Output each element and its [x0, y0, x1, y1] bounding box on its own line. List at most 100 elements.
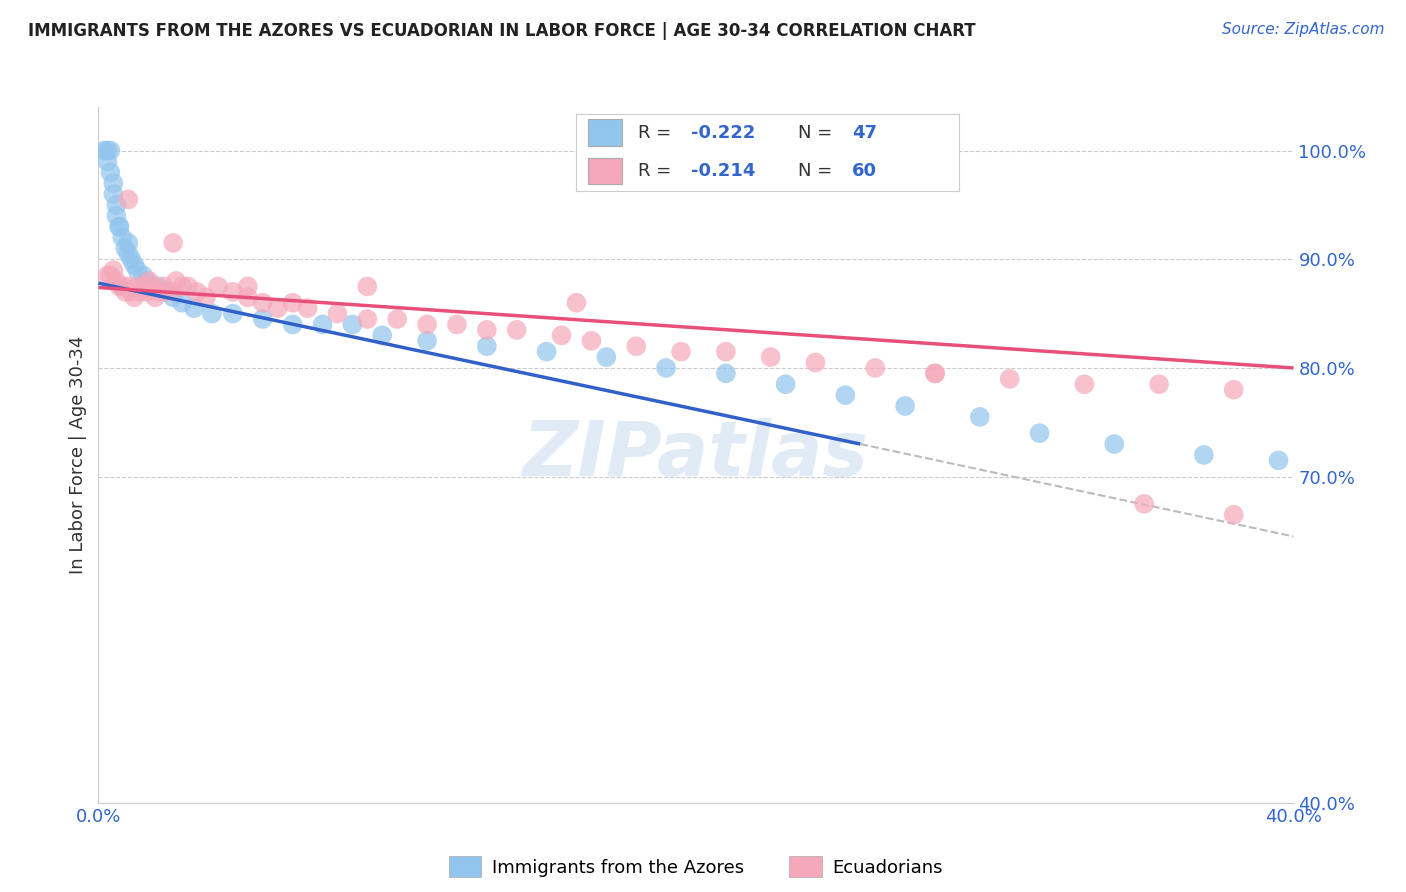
Point	[865, 361, 887, 376]
Point	[124, 258, 146, 272]
Point	[153, 279, 176, 293]
Point	[222, 285, 245, 299]
Point	[969, 409, 991, 424]
Point	[475, 323, 498, 337]
Point	[475, 339, 498, 353]
Point	[117, 247, 139, 261]
Point	[98, 165, 122, 179]
Point	[108, 219, 131, 234]
Point	[132, 279, 155, 293]
Point	[506, 323, 529, 337]
Point	[416, 318, 439, 332]
Point	[117, 235, 139, 250]
Point	[252, 312, 274, 326]
Point	[894, 399, 917, 413]
Point	[267, 301, 290, 315]
Point	[194, 290, 218, 304]
Point	[714, 344, 737, 359]
Point	[135, 285, 157, 299]
Point	[804, 355, 827, 369]
Text: -0.214: -0.214	[692, 162, 755, 180]
Text: N =: N =	[799, 162, 838, 180]
Point	[148, 285, 170, 299]
Text: R =: R =	[638, 162, 676, 180]
Point	[326, 307, 349, 321]
Point	[96, 154, 118, 169]
Point	[207, 279, 229, 293]
Point	[281, 318, 304, 332]
Text: Source: ZipAtlas.com: Source: ZipAtlas.com	[1222, 22, 1385, 37]
Point	[162, 290, 184, 304]
Point	[356, 279, 378, 293]
Point	[111, 230, 134, 244]
Point	[775, 377, 797, 392]
Text: N =: N =	[799, 124, 838, 142]
Point	[595, 350, 617, 364]
Point	[172, 279, 194, 293]
Legend: Immigrants from the Azores, Ecuadorians: Immigrants from the Azores, Ecuadorians	[441, 849, 950, 884]
Point	[93, 144, 115, 158]
Point	[127, 279, 149, 293]
Point	[924, 367, 946, 381]
Point	[222, 307, 245, 321]
Point	[297, 301, 319, 315]
Text: 60: 60	[852, 162, 877, 180]
Point	[96, 144, 118, 158]
Point	[141, 279, 163, 293]
Point	[536, 344, 558, 359]
Point	[385, 312, 409, 326]
Point	[117, 279, 139, 293]
Point	[165, 274, 187, 288]
Point	[565, 295, 588, 310]
Point	[998, 372, 1021, 386]
Point	[446, 318, 468, 332]
Point	[550, 328, 572, 343]
Point	[371, 328, 394, 343]
Point	[201, 307, 224, 321]
Point	[138, 274, 160, 288]
Point	[114, 285, 136, 299]
Text: R =: R =	[638, 124, 676, 142]
FancyBboxPatch shape	[588, 120, 623, 146]
Point	[311, 318, 333, 332]
Point	[114, 241, 136, 255]
Point	[624, 339, 647, 353]
Text: -0.222: -0.222	[692, 124, 755, 142]
Point	[132, 268, 155, 283]
Point	[103, 176, 125, 190]
Point	[236, 279, 259, 293]
Point	[127, 263, 149, 277]
Point	[141, 279, 163, 293]
Point	[236, 290, 259, 304]
FancyBboxPatch shape	[588, 158, 623, 185]
Point	[1147, 377, 1170, 392]
Point	[1267, 453, 1289, 467]
Point	[153, 285, 176, 299]
Text: IMMIGRANTS FROM THE AZORES VS ECUADORIAN IN LABOR FORCE | AGE 30-34 CORRELATION : IMMIGRANTS FROM THE AZORES VS ECUADORIAN…	[28, 22, 976, 40]
Point	[129, 285, 152, 299]
Point	[105, 209, 128, 223]
Point	[924, 367, 946, 381]
Point	[172, 295, 194, 310]
Point	[98, 268, 122, 283]
Point	[183, 301, 205, 315]
Point	[103, 187, 125, 202]
Point	[111, 279, 134, 293]
Point	[1104, 437, 1126, 451]
Point	[1223, 383, 1246, 397]
Point	[159, 285, 181, 299]
Point	[714, 367, 737, 381]
Point	[124, 290, 146, 304]
Point	[148, 279, 170, 293]
Text: ZIPatlas: ZIPatlas	[523, 418, 869, 491]
Point	[98, 144, 122, 158]
Point	[108, 279, 131, 293]
Point	[834, 388, 856, 402]
Point	[96, 268, 118, 283]
Point	[416, 334, 439, 348]
Point	[1028, 426, 1050, 441]
Point	[356, 312, 378, 326]
Point	[1133, 497, 1156, 511]
Point	[1192, 448, 1215, 462]
Point	[177, 279, 200, 293]
